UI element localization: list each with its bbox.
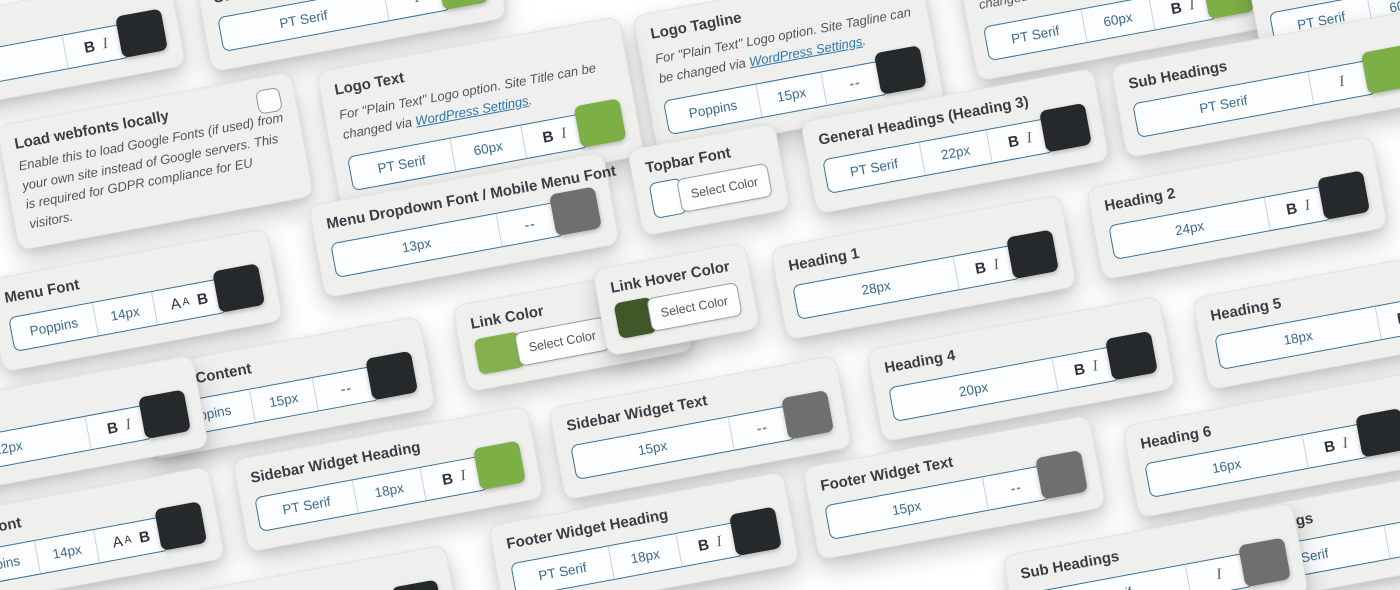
- load-webfonts-checkbox[interactable]: [254, 86, 283, 115]
- bold-toggle[interactable]: B: [82, 37, 97, 57]
- color-swatch[interactable]: [365, 350, 419, 401]
- select-color-button[interactable]: Select Color: [646, 281, 743, 333]
- color-swatch[interactable]: [729, 506, 782, 557]
- card-heading-4: Heading 4 20px B I: [866, 295, 1177, 443]
- italic-toggle-icon[interactable]: I: [413, 0, 421, 6]
- italic-toggle-icon[interactable]: I: [715, 533, 724, 551]
- color-swatch[interactable]: [115, 8, 168, 59]
- color-swatch[interactable]: [138, 389, 191, 440]
- italic-toggle-icon[interactable]: I: [124, 415, 133, 434]
- select-color-button[interactable]: Select Color: [513, 316, 611, 367]
- color-swatch[interactable]: [473, 440, 526, 491]
- size-field[interactable]: 14px: [93, 291, 158, 335]
- select-color-button[interactable]: Select Color: [676, 162, 773, 213]
- font-control-box: 18px BI: [0, 22, 131, 99]
- size-field[interactable]: 15px: [756, 71, 828, 117]
- bold-toggle[interactable]: B: [105, 418, 120, 438]
- color-swatch[interactable]: [1317, 170, 1371, 221]
- font-field[interactable]: PT Serif: [218, 0, 390, 51]
- color-swatch[interactable]: [1360, 44, 1400, 95]
- card-heading-5: Heading 518pxBI: [1192, 244, 1400, 391]
- color-swatch[interactable]: [212, 263, 266, 313]
- bold-toggle[interactable]: B: [696, 535, 711, 555]
- size-field[interactable]: 18px: [0, 35, 69, 98]
- bold-toggle[interactable]: B: [541, 127, 555, 147]
- size-field[interactable]: 22px: [0, 416, 92, 479]
- size-field[interactable]: 22px: [919, 129, 993, 175]
- bold-toggle[interactable]: B: [195, 289, 210, 309]
- font-field[interactable]: Poppins: [664, 83, 763, 134]
- color-swatch[interactable]: [1006, 229, 1059, 280]
- font-field[interactable]: PT Serif: [823, 142, 926, 193]
- color-swatch[interactable]: [1105, 330, 1158, 381]
- color-swatch[interactable]: [1355, 407, 1400, 458]
- size-field[interactable]: 14px: [35, 529, 100, 573]
- size-field[interactable]: 18px: [352, 467, 427, 513]
- bold-toggle[interactable]: B: [1072, 360, 1087, 379]
- size-field[interactable]: 60px: [1081, 0, 1156, 42]
- case-toggle-icon[interactable]: A: [181, 295, 191, 309]
- bold-toggle[interactable]: B: [137, 527, 152, 547]
- bold-toggle[interactable]: B: [1006, 132, 1021, 151]
- italic-toggle-icon[interactable]: I: [101, 34, 110, 53]
- italic-toggle-icon[interactable]: I: [559, 124, 568, 143]
- italic-toggle-icon[interactable]: I: [1303, 196, 1312, 215]
- bold-toggle[interactable]: B: [440, 469, 455, 489]
- card-title: Heading 4: [172, 560, 436, 590]
- color-swatch[interactable]: [573, 98, 627, 148]
- italic-toggle-icon[interactable]: I: [1187, 0, 1197, 14]
- font-field[interactable]: PT Serif: [984, 9, 1088, 60]
- style-toggles: I: [383, 0, 450, 20]
- color-swatch[interactable]: [1201, 0, 1255, 20]
- italic-toggle-icon[interactable]: I: [1214, 565, 1224, 584]
- size-field[interactable]: 60px: [450, 125, 528, 171]
- color-swatch[interactable]: [1238, 537, 1291, 588]
- italic-toggle-icon[interactable]: I: [1091, 357, 1100, 376]
- card-link-hover-color: Link Hover Color Select Color: [592, 241, 761, 357]
- color-swatch[interactable]: [154, 501, 208, 551]
- font-field[interactable]: Poppins: [9, 302, 100, 351]
- card-topbar-font: Topbar Font Select Color: [627, 122, 791, 237]
- italic-toggle-icon[interactable]: I: [992, 255, 1001, 274]
- italic-toggle-icon[interactable]: I: [1341, 434, 1350, 453]
- font-field[interactable]: Poppins: [0, 540, 42, 589]
- color-swatch[interactable]: [549, 186, 602, 237]
- color-swatch[interactable]: [1039, 102, 1092, 153]
- color-swatch[interactable]: [781, 389, 835, 440]
- color-swatch[interactable]: [873, 45, 927, 95]
- color-swatch[interactable]: [1035, 449, 1089, 500]
- bold-toggle[interactable]: B: [1169, 0, 1184, 18]
- italic-toggle-icon[interactable]: I: [1337, 72, 1346, 91]
- size-field[interactable]: 18px: [608, 533, 683, 579]
- size-field[interactable]: 15px: [249, 377, 319, 422]
- bold-toggle[interactable]: B: [1322, 437, 1337, 456]
- font-field[interactable]: PT Serif: [511, 545, 615, 590]
- case-toggle-icon[interactable]: A: [169, 294, 183, 314]
- italic-toggle-icon[interactable]: I: [459, 467, 468, 485]
- bold-toggle[interactable]: B: [973, 258, 988, 278]
- font-field[interactable]: PT Serif: [255, 479, 359, 531]
- bold-toggle[interactable]: B: [1284, 199, 1299, 219]
- case-toggle-icon[interactable]: A: [123, 533, 133, 547]
- italic-toggle-icon[interactable]: I: [1025, 129, 1034, 148]
- card-heading-2: Heading 2 24px B I: [1086, 135, 1389, 281]
- case-toggle-icon[interactable]: A: [111, 532, 125, 552]
- card-load-webfonts: Load webfonts locally Enable this to load…: [0, 71, 315, 251]
- font-control-box: PT Serif I: [217, 0, 452, 52]
- bold-toggle[interactable]: B: [1395, 308, 1400, 328]
